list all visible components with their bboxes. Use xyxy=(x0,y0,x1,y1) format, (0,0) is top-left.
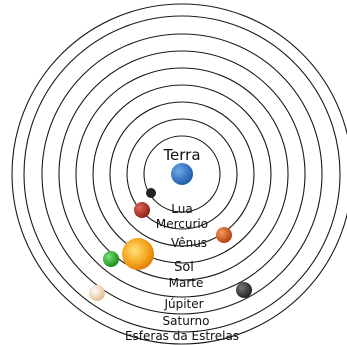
orbit-outer xyxy=(11,3,347,345)
jupiter-label: Júpiter xyxy=(163,297,203,311)
saturno-label: Saturno xyxy=(163,314,210,328)
orbit-saturno xyxy=(41,33,323,315)
orbit-venus xyxy=(109,101,255,247)
mercurio-body xyxy=(134,202,150,218)
orbit-sol xyxy=(92,84,272,264)
orbit-mercurio xyxy=(126,118,238,230)
lua-label: Lua xyxy=(171,202,192,216)
esferas-label: Esferas da Estrelas xyxy=(125,329,239,343)
sol-label: Sol xyxy=(174,260,194,275)
marte-label: Marte xyxy=(169,276,204,290)
marte-body xyxy=(103,251,119,267)
orbit-marte xyxy=(75,67,289,281)
orbit-esferas xyxy=(23,15,341,333)
terra-body xyxy=(171,163,193,185)
venus-label: Vênus xyxy=(171,236,207,250)
terra-label: Terra xyxy=(162,146,200,164)
sol-body xyxy=(122,238,154,270)
jupiter-body xyxy=(89,285,105,301)
orbit-circles xyxy=(11,3,347,345)
orbit-jupiter xyxy=(58,50,306,298)
saturno-body xyxy=(236,282,252,298)
venus-body xyxy=(216,227,232,243)
mercurio-label: Mercurio xyxy=(156,217,208,231)
lua-body xyxy=(146,188,156,198)
orbit-lua xyxy=(143,135,221,213)
